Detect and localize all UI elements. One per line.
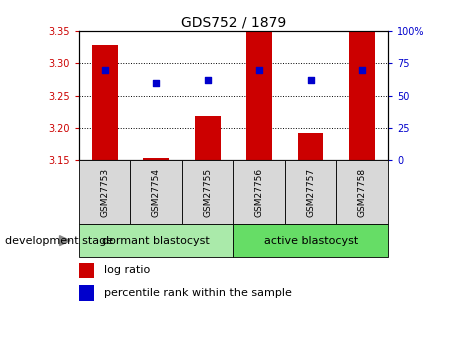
Bar [79,285,94,301]
Text: development stage: development stage [5,236,113,246]
Bar [234,160,285,224]
Point [307,77,314,83]
Text: percentile rank within the sample: percentile rank within the sample [104,288,291,298]
Bar [246,32,272,160]
Point [359,67,366,72]
Text: GSM27755: GSM27755 [203,168,212,217]
Bar [195,116,221,160]
Bar [336,160,388,224]
Bar [92,45,118,160]
Bar [79,160,130,224]
Point [101,67,108,72]
Bar [182,160,234,224]
Bar [349,30,375,160]
Text: dormant blastocyst: dormant blastocyst [102,236,210,246]
Title: GDS752 / 1879: GDS752 / 1879 [181,16,286,30]
Text: GSM27753: GSM27753 [100,168,109,217]
Text: active blastocyst: active blastocyst [263,236,358,246]
Bar [79,263,94,278]
Text: GSM27757: GSM27757 [306,168,315,217]
Text: GSM27758: GSM27758 [358,168,367,217]
Text: log ratio: log ratio [104,265,150,275]
Bar [143,158,169,160]
Polygon shape [60,236,70,246]
Text: GSM27754: GSM27754 [152,168,161,217]
Bar [234,224,388,257]
Bar [285,160,336,224]
Bar [79,224,234,257]
Text: GSM27756: GSM27756 [255,168,264,217]
Point [256,67,263,72]
Point [152,80,160,86]
Bar [130,160,182,224]
Point [204,77,211,83]
Bar [298,133,323,160]
